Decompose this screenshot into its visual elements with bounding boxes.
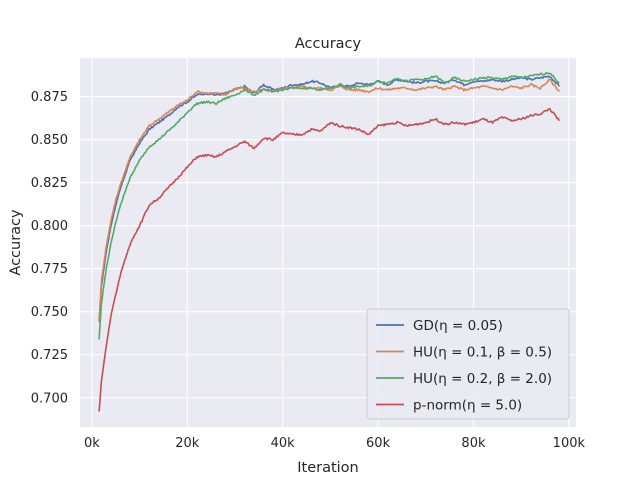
x-tick-label: 20k <box>175 436 200 451</box>
y-tick-label: 0.775 <box>31 262 68 277</box>
legend-label: GD(η = 0.05) <box>413 318 503 334</box>
series-lines <box>98 71 561 412</box>
x-tick-label: 80k <box>461 436 486 451</box>
series-line-1 <box>98 78 560 321</box>
x-axis-ticks: 0k 20k 40k 60k 80k 100k <box>84 436 585 451</box>
x-tick-label: 0k <box>84 436 100 451</box>
x-axis-label: Iteration <box>297 460 359 476</box>
x-tick-label: 100k <box>553 436 586 451</box>
y-tick-label: 0.725 <box>31 348 68 363</box>
y-axis-label: Accuracy <box>8 209 24 276</box>
y-tick-label: 0.825 <box>31 176 68 191</box>
gridlines <box>80 58 576 427</box>
legend: GD(η = 0.05) HU(η = 0.1, β = 0.5) HU(η = 0… <box>366 308 570 420</box>
y-tick-label: 0.750 <box>31 305 68 320</box>
series-line-3 <box>98 107 561 412</box>
x-tick-label: 60k <box>366 436 391 451</box>
y-tick-label: 0.875 <box>31 90 68 105</box>
x-tick-label: 40k <box>271 436 296 451</box>
legend-box <box>366 308 570 420</box>
legend-label: HU(η = 0.1, β = 0.5) <box>413 345 552 361</box>
y-axis-ticks: 0.700 0.725 0.750 0.775 0.800 0.825 0.850 0.875 <box>31 90 68 406</box>
y-tick-label: 0.700 <box>31 391 68 406</box>
legend-label: p-norm(η = 5.0) <box>413 398 522 414</box>
chart-title: Accuracy <box>295 36 362 52</box>
series-line-0 <box>98 75 561 322</box>
y-tick-label: 0.850 <box>31 133 68 148</box>
legend-label: HU(η = 0.2, β = 2.0) <box>413 371 552 387</box>
series-line-2 <box>98 71 560 340</box>
y-tick-label: 0.800 <box>31 219 68 234</box>
